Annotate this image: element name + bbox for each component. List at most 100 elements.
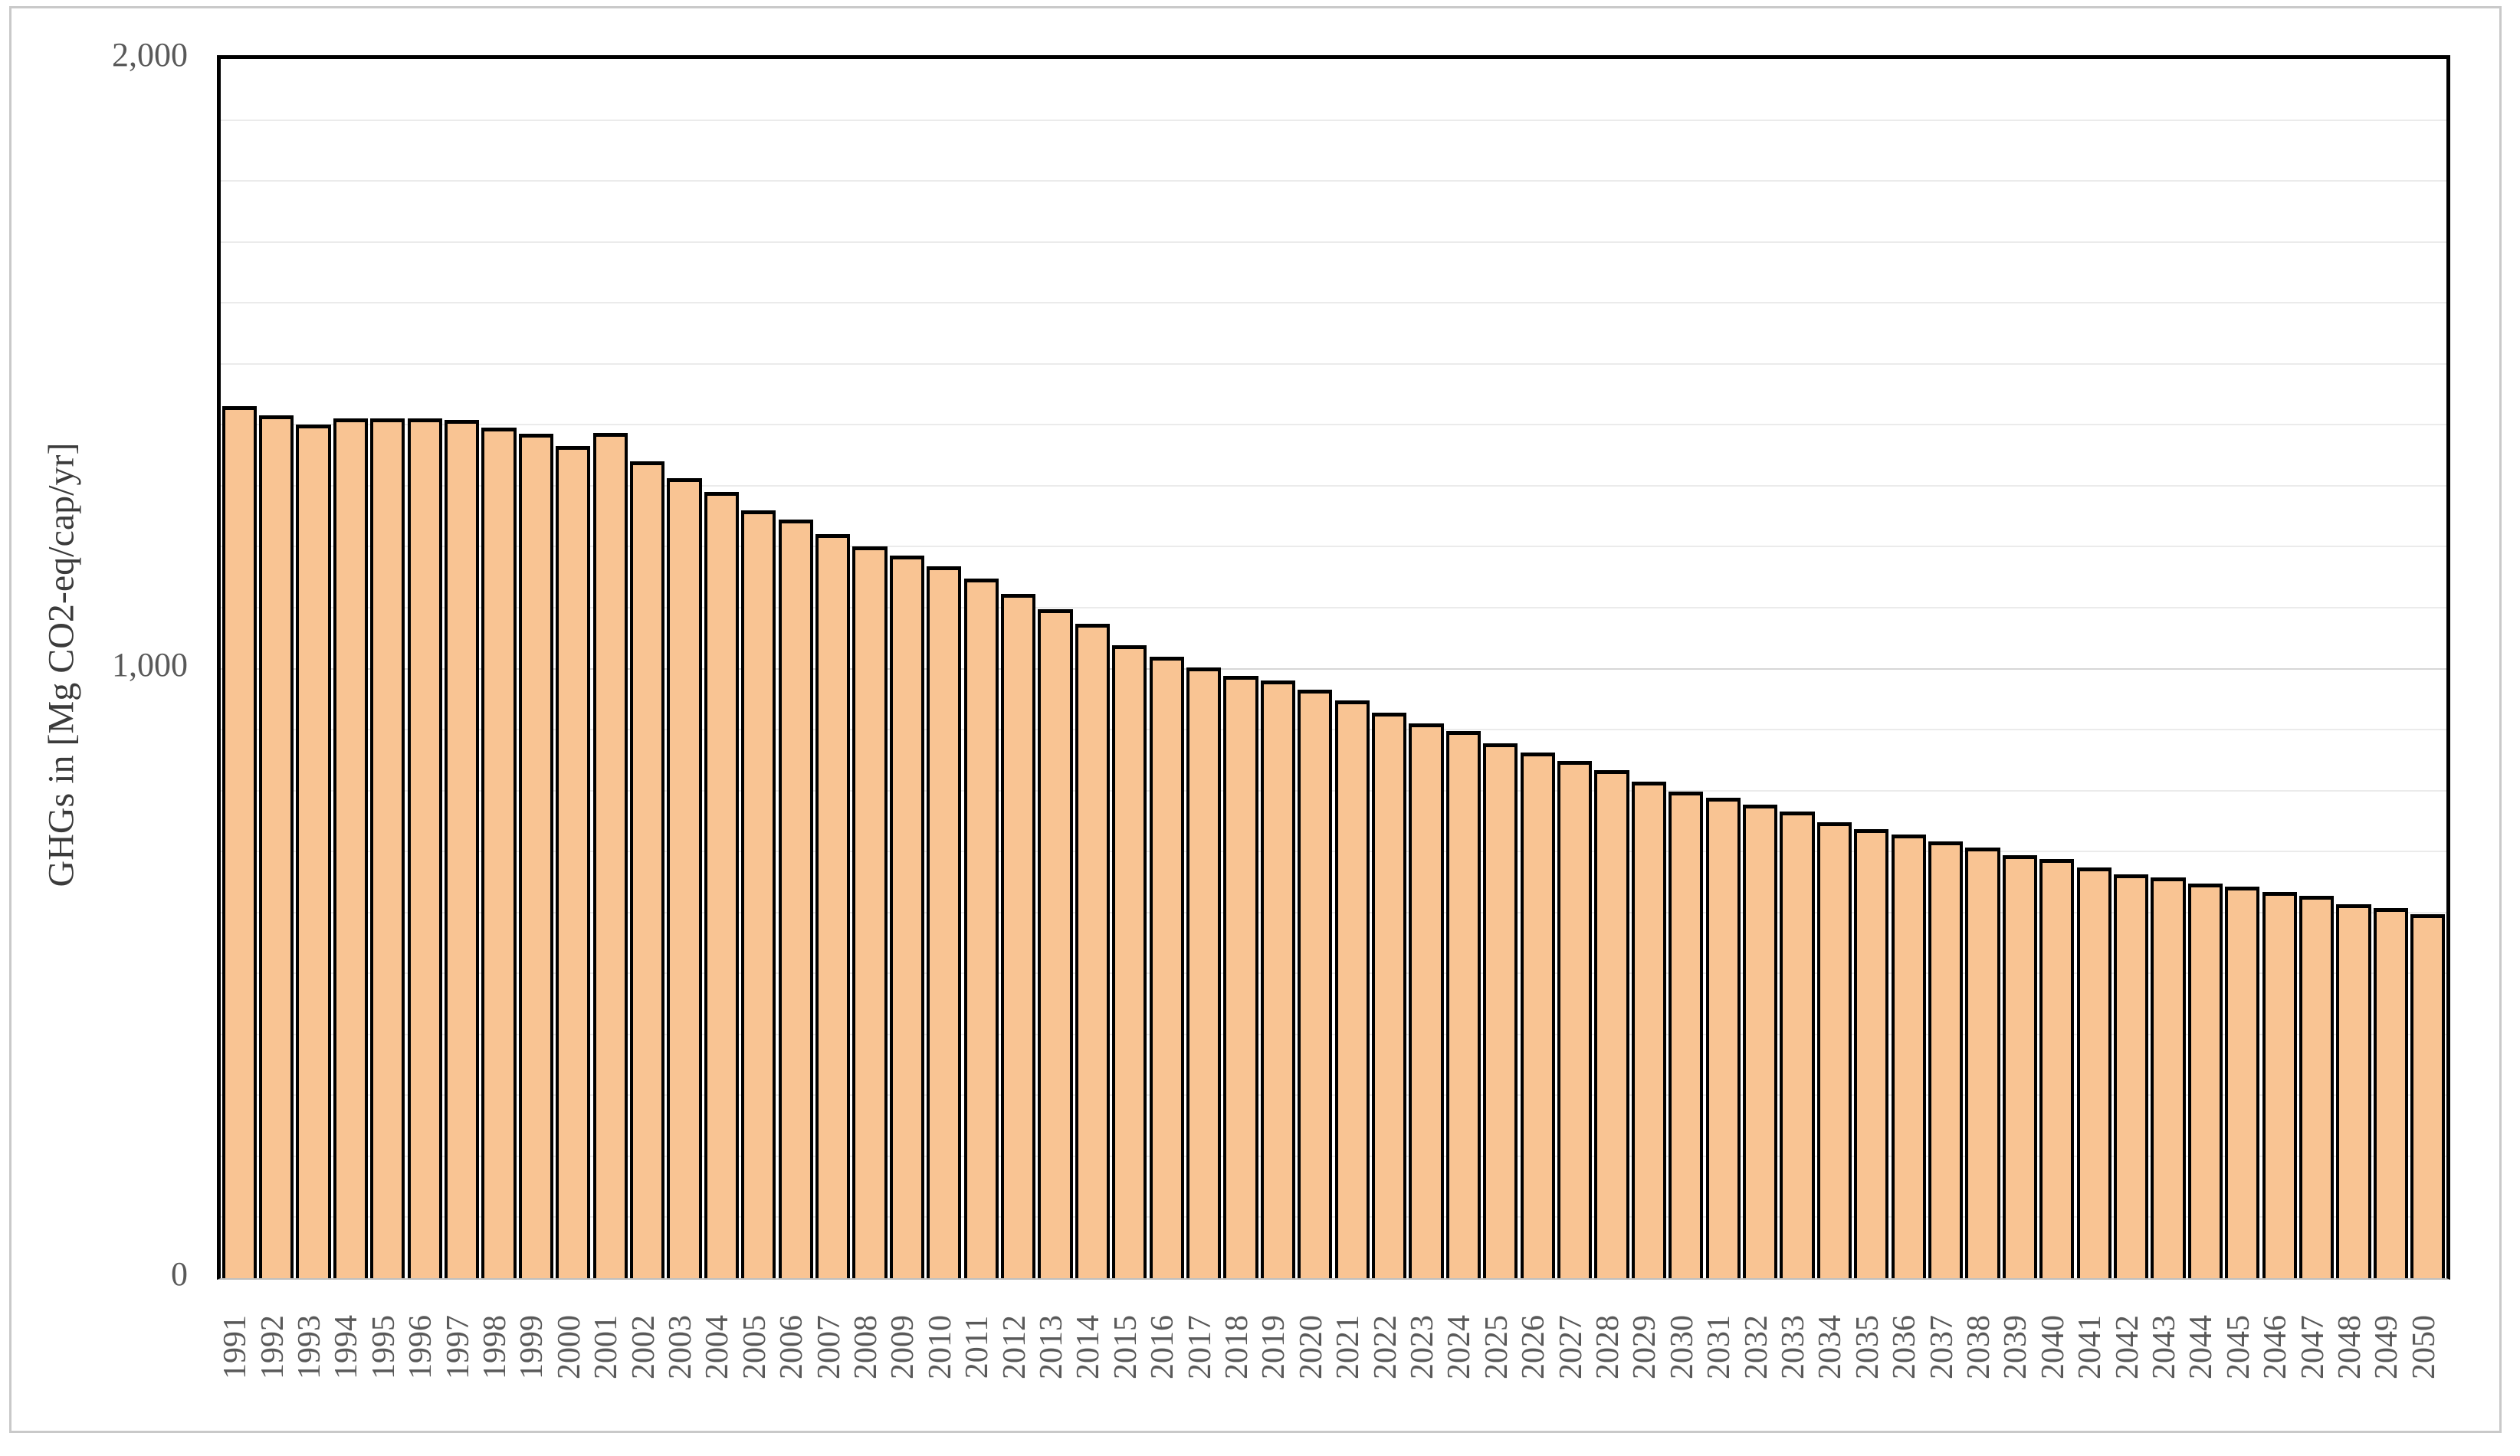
x-label-2046: 2046	[2258, 1315, 2294, 1379]
gridline-1100	[221, 606, 2446, 608]
x-label-2036: 2036	[1887, 1315, 1923, 1379]
x-label-2014: 2014	[1071, 1315, 1107, 1379]
bar-2038	[1965, 848, 2000, 1278]
bar-2006	[778, 520, 813, 1278]
x-label-1992: 1992	[254, 1315, 290, 1379]
x-label-2002: 2002	[625, 1315, 661, 1379]
x-label-2030: 2030	[1664, 1315, 1700, 1379]
gridline-1200	[221, 546, 2446, 548]
bar-2018	[1223, 676, 1258, 1278]
bar-2041	[2076, 867, 2111, 1278]
bar-2044	[2187, 884, 2223, 1278]
x-label-2028: 2028	[1590, 1315, 1626, 1379]
x-label-2008: 2008	[848, 1315, 884, 1379]
x-label-1994: 1994	[329, 1315, 365, 1379]
x-label-2015: 2015	[1107, 1315, 1144, 1379]
x-label-2043: 2043	[2147, 1315, 2182, 1379]
x-label-2038: 2038	[1961, 1315, 1997, 1379]
bar-2025	[1483, 743, 1518, 1278]
bar-2027	[1557, 761, 1593, 1278]
bar-2010	[927, 566, 962, 1278]
x-label-2032: 2032	[1738, 1315, 1774, 1379]
gridline-800	[221, 789, 2446, 792]
x-label-2034: 2034	[1813, 1315, 1849, 1379]
x-label-2031: 2031	[1701, 1315, 1737, 1379]
bar-2005	[741, 510, 776, 1278]
x-label-2016: 2016	[1145, 1315, 1181, 1379]
x-label-2021: 2021	[1331, 1315, 1367, 1379]
bar-1991	[221, 406, 257, 1278]
x-label-2005: 2005	[737, 1315, 773, 1379]
x-label-2007: 2007	[811, 1315, 847, 1379]
bar-2030	[1669, 792, 1704, 1278]
bar-2033	[1780, 812, 1815, 1278]
gridline-1900	[221, 119, 2446, 121]
x-label-2020: 2020	[1293, 1315, 1329, 1379]
x-label-1993: 1993	[292, 1315, 327, 1379]
x-label-1998: 1998	[477, 1315, 513, 1379]
gridline-400	[221, 1033, 2446, 1035]
bar-2045	[2225, 887, 2260, 1278]
x-label-1991: 1991	[218, 1315, 254, 1379]
bar-2047	[2299, 896, 2335, 1278]
gridline-600	[221, 911, 2446, 913]
bar-1998	[481, 428, 517, 1278]
gridline-200	[221, 1155, 2446, 1157]
bar-2004	[704, 492, 740, 1278]
x-label-2047: 2047	[2295, 1315, 2331, 1379]
bar-2035	[1854, 829, 1889, 1278]
x-label-2000: 2000	[551, 1315, 587, 1379]
x-label-2044: 2044	[2184, 1315, 2220, 1379]
bar-1999	[518, 434, 554, 1278]
bar-2013	[1038, 609, 1073, 1278]
bar-2042	[2113, 874, 2149, 1278]
bar-2039	[2002, 855, 2038, 1278]
bar-2009	[889, 556, 925, 1278]
bar-2048	[2336, 904, 2371, 1278]
bar-2032	[1742, 805, 1778, 1278]
bar-2046	[2262, 892, 2297, 1278]
x-label-2010: 2010	[922, 1315, 958, 1379]
x-label-2009: 2009	[885, 1315, 921, 1379]
x-label-2037: 2037	[1924, 1315, 1960, 1379]
bar-2024	[1445, 731, 1481, 1278]
x-label-2027: 2027	[1553, 1315, 1589, 1379]
bar-1995	[370, 418, 405, 1278]
x-label-2026: 2026	[1516, 1315, 1552, 1379]
bar-2011	[963, 579, 999, 1278]
x-label-2023: 2023	[1405, 1315, 1440, 1379]
gridline-900	[221, 729, 2446, 731]
x-label-1997: 1997	[440, 1315, 476, 1379]
bar-2007	[815, 534, 851, 1278]
bar-1997	[444, 420, 480, 1278]
x-label-2039: 2039	[1998, 1315, 2034, 1379]
x-label-2012: 2012	[996, 1315, 1032, 1379]
x-label-2049: 2049	[2369, 1315, 2405, 1379]
bar-2001	[592, 433, 628, 1278]
bar-2008	[852, 546, 888, 1278]
y-tick-2000: 2,000	[112, 36, 188, 74]
bar-2036	[1891, 835, 1926, 1278]
bar-2037	[1928, 841, 1964, 1278]
y-tick-1000: 1,000	[112, 645, 188, 684]
bar-2017	[1186, 667, 1222, 1278]
bar-2029	[1631, 782, 1667, 1278]
gridline-1000	[221, 667, 2446, 670]
x-label-2004: 2004	[700, 1315, 736, 1379]
bar-2023	[1409, 723, 1444, 1278]
bar-1993	[296, 425, 331, 1278]
bar-2016	[1149, 657, 1184, 1278]
bar-2026	[1520, 753, 1555, 1278]
gridline-1400	[221, 424, 2446, 426]
gridline-1300	[221, 484, 2446, 487]
gridline-500	[221, 972, 2446, 975]
bar-2012	[1000, 594, 1036, 1278]
x-label-2041: 2041	[2072, 1315, 2108, 1379]
plot-area	[217, 55, 2450, 1280]
bar-2031	[1705, 798, 1741, 1278]
x-label-2035: 2035	[1849, 1315, 1885, 1379]
x-label-2040: 2040	[2035, 1315, 2071, 1379]
bar-2043	[2151, 877, 2186, 1278]
x-label-2011: 2011	[960, 1315, 996, 1379]
